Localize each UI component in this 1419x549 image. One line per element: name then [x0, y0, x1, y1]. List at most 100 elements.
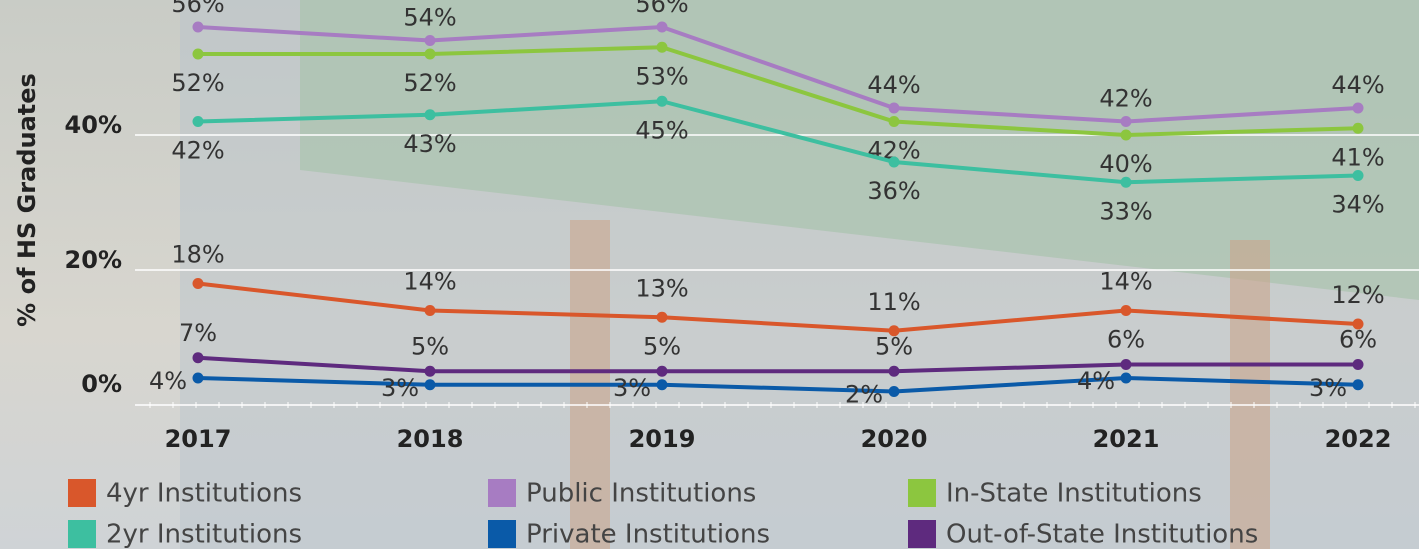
- series-line: [197, 281, 1359, 333]
- legend-swatch: [908, 479, 936, 507]
- y-tick-label: 20%: [65, 246, 122, 274]
- series-line: [197, 355, 1358, 374]
- data-label: 33%: [1099, 197, 1152, 225]
- data-point: [424, 48, 436, 60]
- series-line: [197, 99, 1359, 185]
- data-label: 52%: [171, 69, 224, 97]
- data-label: 3%: [1309, 374, 1347, 402]
- data-point: [424, 109, 436, 121]
- data-point: [1352, 318, 1364, 330]
- legend-swatch: [68, 520, 96, 548]
- data-point: [1120, 372, 1132, 384]
- legend-swatch: [488, 520, 516, 548]
- data-point: [656, 365, 668, 377]
- data-label: 42%: [1099, 85, 1152, 113]
- data-label: 3%: [381, 374, 419, 402]
- y-tick-label: 0%: [81, 370, 122, 398]
- data-label: 40%: [1099, 150, 1152, 178]
- data-point: [424, 379, 436, 391]
- data-label: 18%: [171, 241, 224, 269]
- data-point: [192, 116, 204, 127]
- x-tick-label: 2018: [397, 425, 464, 453]
- data-point: [656, 379, 668, 391]
- x-tick-label: 2021: [1093, 425, 1160, 453]
- data-label: 5%: [643, 332, 681, 360]
- data-point: [192, 48, 204, 60]
- series-line: [198, 45, 1359, 138]
- road-sign: [300, 0, 1419, 300]
- data-label: 2%: [845, 381, 883, 409]
- data-label: 41%: [1331, 143, 1384, 171]
- data-point: [656, 21, 668, 33]
- data-point: [192, 278, 204, 289]
- data-point: [888, 386, 900, 397]
- data-label: 13%: [635, 274, 688, 302]
- data-label: 53%: [635, 62, 688, 90]
- x-tick-label: 2020: [861, 425, 928, 453]
- data-label: 14%: [1099, 268, 1152, 296]
- data-label: 5%: [411, 332, 449, 360]
- data-label: 45%: [635, 116, 688, 144]
- data-label: 44%: [1331, 71, 1384, 99]
- data-label: 44%: [867, 71, 920, 99]
- data-point: [424, 305, 436, 316]
- data-point: [192, 372, 204, 384]
- x-tick-label: 2017: [165, 425, 232, 453]
- data-point: [424, 35, 436, 46]
- data-point: [1352, 170, 1364, 181]
- data-point: [424, 365, 436, 377]
- data-label: 6%: [1339, 326, 1377, 354]
- data-label: 4%: [1077, 367, 1115, 395]
- data-label: 52%: [403, 69, 456, 97]
- legend-label: In-State Institutions: [946, 479, 1202, 509]
- data-label: 54%: [403, 4, 456, 32]
- data-point: [1120, 176, 1132, 188]
- data-point: [656, 311, 668, 323]
- data-point: [656, 95, 668, 107]
- series-line: [197, 375, 1359, 394]
- data-point: [888, 156, 900, 168]
- data-point: [192, 21, 204, 33]
- legend-label: Public Institutions: [526, 479, 756, 509]
- legend-label: 2yr Institutions: [106, 520, 302, 549]
- data-label: 43%: [403, 130, 456, 158]
- data-point: [1120, 129, 1132, 141]
- data-point: [888, 365, 900, 377]
- data-label: 56%: [635, 0, 688, 18]
- data-point: [656, 41, 668, 53]
- data-label: 11%: [867, 288, 920, 316]
- x-tick-label: 2022: [1325, 425, 1392, 453]
- y-axis-title: % of HS Graduates: [13, 73, 41, 327]
- data-label: 12%: [1331, 281, 1384, 309]
- legend-label: 4yr Institutions: [106, 479, 302, 509]
- legend-label: Out-of-State Institutions: [946, 520, 1258, 549]
- y-tick-label: 40%: [65, 111, 122, 139]
- data-point: [1352, 359, 1364, 370]
- data-label: 4%: [149, 367, 187, 395]
- data-label: 14%: [403, 268, 456, 296]
- data-label: 42%: [171, 137, 224, 165]
- data-point: [192, 352, 204, 364]
- data-point: [1352, 122, 1364, 134]
- x-tick-label: 2019: [629, 425, 696, 453]
- data-label: 34%: [1331, 191, 1384, 219]
- legend-label: Private Institutions: [526, 520, 770, 549]
- data-point: [1120, 305, 1132, 316]
- data-point: [1120, 359, 1132, 370]
- legend-swatch: [68, 479, 96, 507]
- legend-swatch: [488, 479, 516, 507]
- data-label: 7%: [179, 319, 217, 347]
- data-point: [1352, 379, 1364, 391]
- data-label: 5%: [875, 332, 913, 360]
- data-point: [1352, 102, 1364, 114]
- series-line: [197, 24, 1359, 124]
- data-point: [1120, 116, 1132, 127]
- sign-post: [1230, 240, 1270, 549]
- data-label: 36%: [867, 177, 920, 205]
- data-label: 3%: [613, 374, 651, 402]
- data-point: [888, 325, 900, 337]
- data-point: [888, 116, 900, 127]
- data-label: 6%: [1107, 326, 1145, 354]
- data-label: 56%: [171, 0, 224, 18]
